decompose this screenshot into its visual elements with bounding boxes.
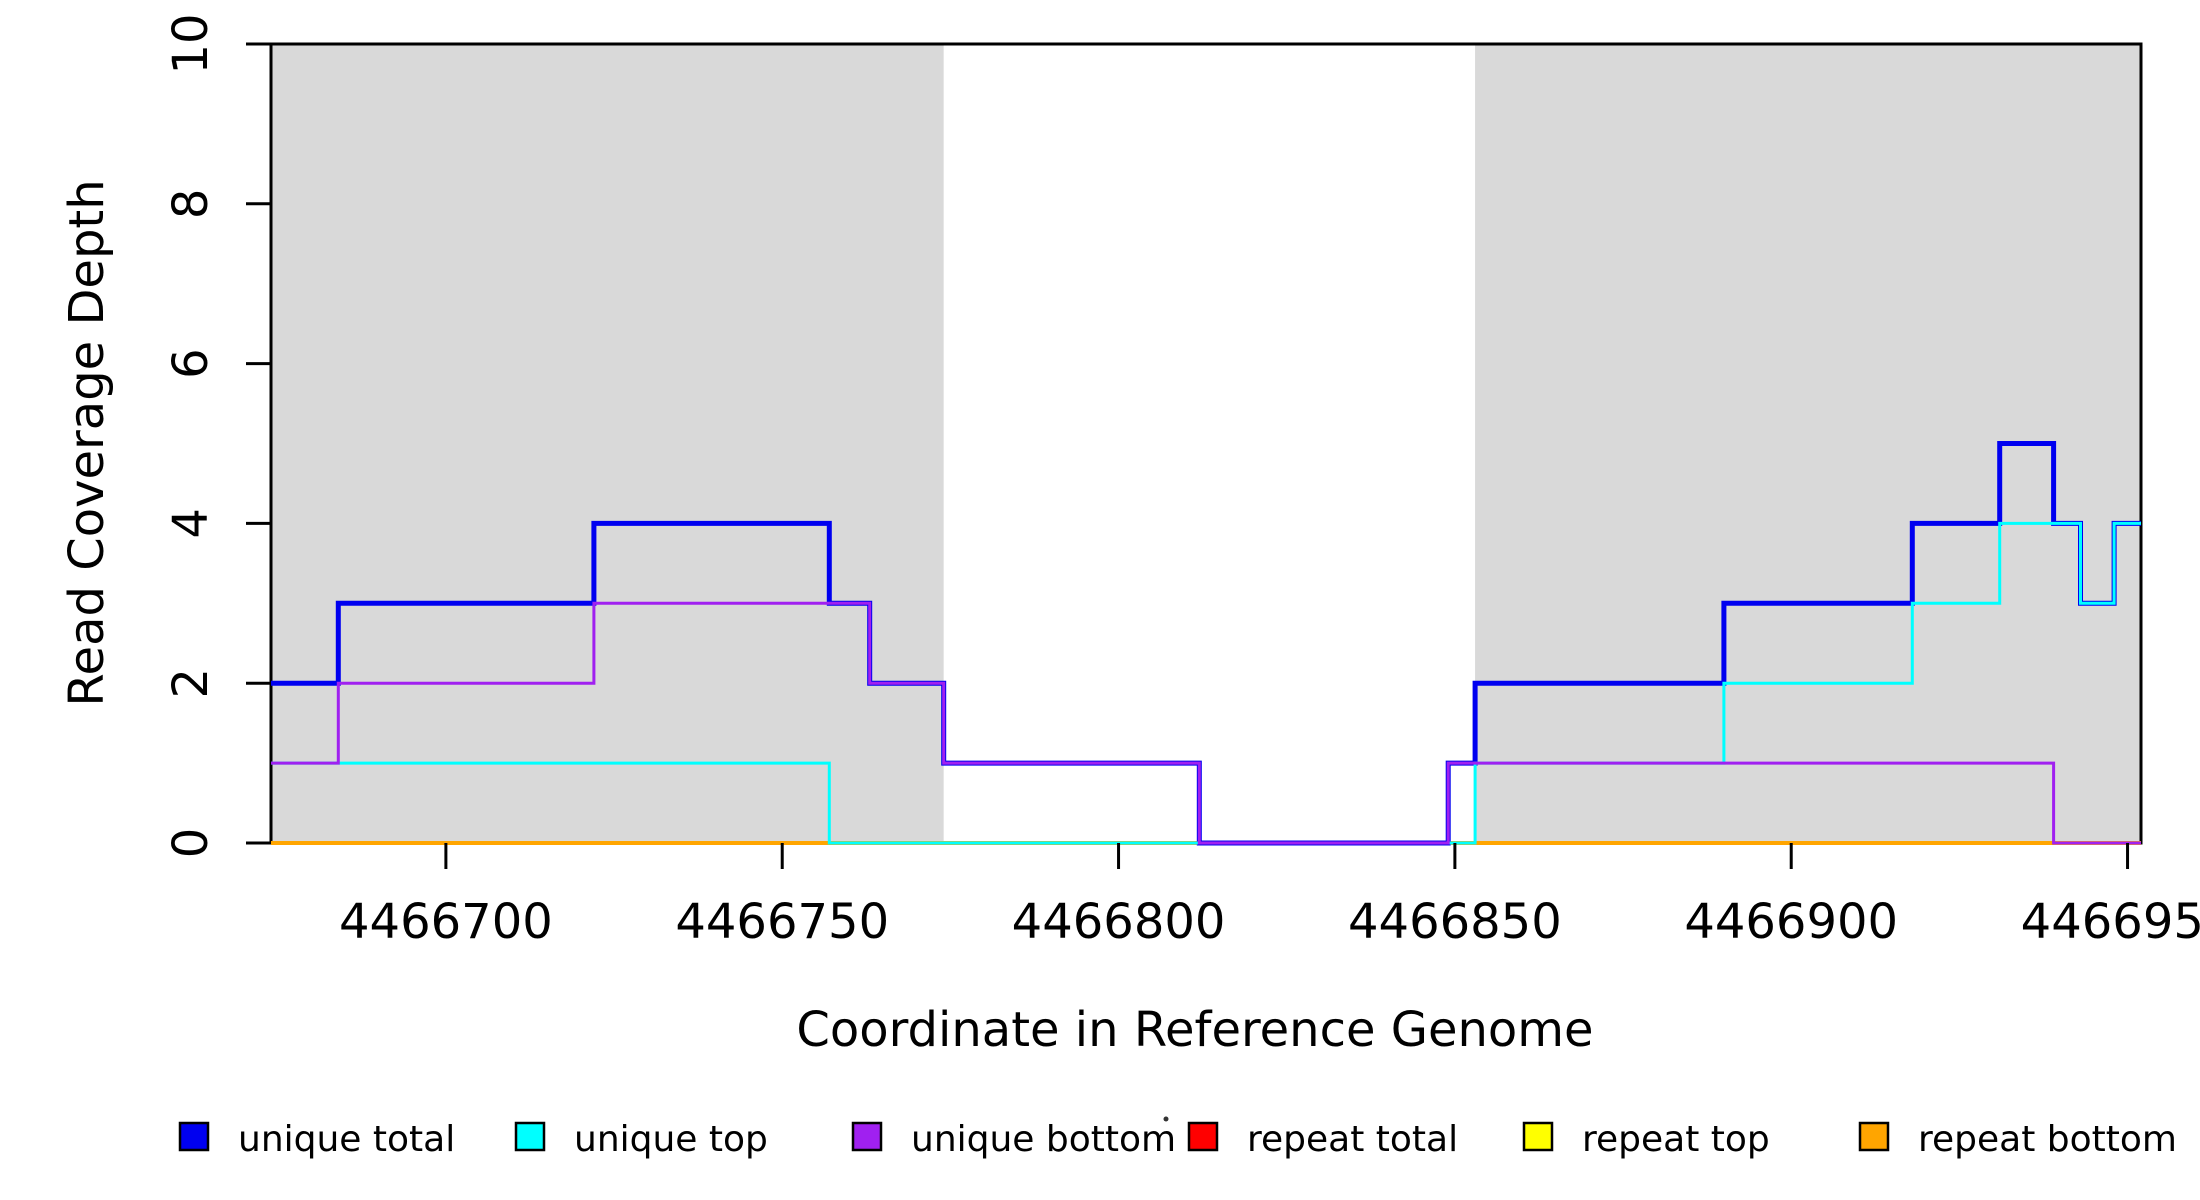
legend: unique total unique top unique bottom repea… [178, 1116, 2177, 1160]
legend-swatch-repeat-bottom [1858, 1121, 1890, 1152]
y-tick-label: 10 [163, 13, 219, 74]
y-tick-label: 8 [163, 189, 219, 220]
legend-label-repeat-total: repeat total [1247, 1119, 1458, 1160]
y-tick-label: 4 [163, 508, 219, 539]
legend-label-unique-top: unique top [574, 1119, 768, 1160]
shaded-region-left [271, 44, 944, 843]
legend-label-repeat-bottom: repeat bottom [1918, 1119, 2177, 1160]
legend-label-repeat-top: repeat top [1582, 1119, 1770, 1160]
x-tick-label: 4466900 [1684, 894, 1898, 950]
legend-swatch-unique-total [178, 1121, 210, 1152]
legend-label-unique-bottom: unique bottom [911, 1119, 1176, 1160]
x-tick-label: 4466850 [1348, 894, 1562, 950]
series-lines-layer [271, 441, 2141, 846]
axes-ticks-layer: 4466700 4466750 4466800 4466850 4466900 44669… [163, 13, 2200, 950]
legend-swatch-repeat-total [1187, 1121, 1219, 1152]
unique-top-line [271, 521, 2141, 845]
x-tick-label: 4466700 [339, 894, 553, 950]
y-tick-label: 6 [163, 348, 219, 379]
x-axis-title: Coordinate in Reference Genome [796, 1002, 1593, 1058]
stray-dot-artifact [1163, 1116, 1169, 1122]
legend-swatch-unique-top [514, 1121, 546, 1152]
legend-label-unique-total: unique total [238, 1119, 455, 1160]
y-tick-label: 2 [163, 668, 219, 699]
legend-swatch-unique-bottom [851, 1121, 883, 1152]
unique-bottom-line [271, 601, 2141, 845]
y-axis-title: Read Coverage Depth [59, 179, 115, 706]
legend-swatch-repeat-top [1522, 1121, 1554, 1152]
y-tick-label: 0 [163, 828, 219, 859]
x-tick-label: 4466750 [675, 894, 889, 950]
x-tick-label: 4466800 [1012, 894, 1226, 950]
shaded-regions-layer [271, 44, 2141, 843]
